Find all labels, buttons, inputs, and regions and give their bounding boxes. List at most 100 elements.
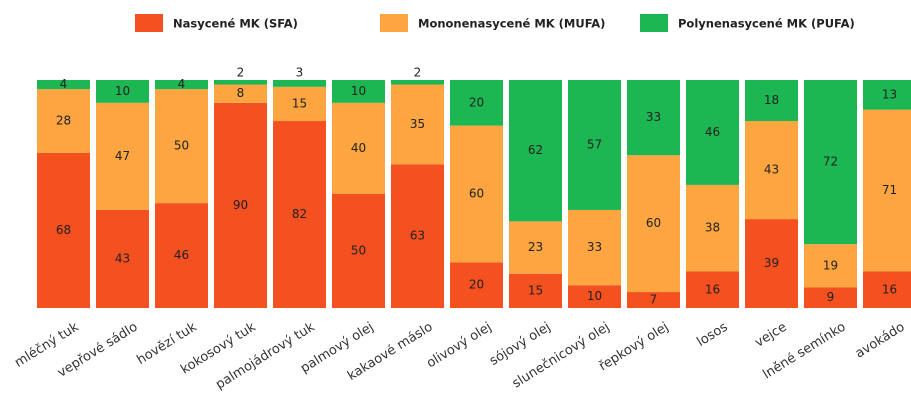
value-label: 33 [587,240,602,254]
bar-segment [96,102,149,210]
bar-segment [745,219,798,308]
value-label: 4 [178,77,186,91]
bar-segment [155,80,208,90]
value-label: 33 [646,110,661,124]
bar-segment [155,89,208,204]
value-label: 71 [882,183,897,197]
value-label: 15 [528,283,543,297]
value-label: 10 [351,84,366,98]
bar-segment [214,80,267,85]
bar-segment [568,285,621,308]
bar-segment [37,89,90,153]
x-tick-label: slunečnicový olej [510,320,613,392]
value-label: 63 [410,229,425,243]
value-label: 39 [764,256,779,270]
value-label: 23 [528,240,543,254]
value-label: 50 [351,244,366,258]
value-label: 4 [60,77,68,91]
bar-segment [332,80,385,103]
bar-segment [391,84,444,165]
legend-swatch [640,14,668,32]
bar-segment [686,80,739,185]
bar-segment [450,125,503,263]
value-label: 47 [115,149,130,163]
bar-segment [686,184,739,272]
value-label: 46 [705,125,720,139]
bar-segment [627,292,680,308]
value-label: 20 [469,278,484,292]
bar-segment [509,273,562,308]
bar-segment [37,152,90,308]
bar-segment [804,287,857,308]
bar-segment [627,155,680,293]
value-label: 3 [296,66,304,80]
bar-segment [332,194,385,308]
bar-segment [863,271,911,308]
bar-segment [450,80,503,126]
value-label: 16 [882,282,897,296]
value-label: 7 [650,293,658,307]
value-label: 46 [174,248,189,262]
legend-swatch [135,14,163,32]
legend-label: Mononenasycené MK (MUFA) [418,17,605,31]
bar-segment [863,109,911,272]
bar-segment [509,80,562,222]
value-label: 50 [174,139,189,153]
bar-segment [450,262,503,308]
value-label: 38 [705,221,720,235]
bar-segment [568,209,621,286]
value-label: 18 [764,93,779,107]
bar-segment [804,80,857,245]
value-label: 2 [414,66,422,80]
legend-swatch [380,14,408,32]
value-label: 10 [587,289,602,303]
bar-segment [273,86,326,122]
value-label: 57 [587,137,602,151]
value-label: 28 [56,114,71,128]
bar-segment [273,121,326,308]
x-tick-label: palmojádrový tuk [213,319,318,392]
bar-segment [804,244,857,288]
bar-segment [391,80,444,85]
legend-label: Polynenasycené MK (PUFA) [678,17,855,31]
bar-segment [37,80,90,90]
value-label: 19 [823,258,838,272]
value-label: 16 [705,282,720,296]
bar-segment [332,102,385,194]
value-label: 72 [823,155,838,169]
bar-segment [214,84,267,103]
value-label: 90 [233,198,248,212]
value-label: 8 [237,86,245,100]
value-label: 43 [764,163,779,177]
bar-segment [863,80,911,110]
value-label: 2 [237,66,245,80]
bar-segment [214,102,267,308]
bar-segment [155,203,208,308]
value-label: 13 [882,87,897,101]
value-label: 82 [292,207,307,221]
bar-segment [96,80,149,103]
value-label: 20 [469,95,484,109]
value-label: 68 [56,223,71,237]
value-label: 10 [115,84,130,98]
value-label: 60 [469,187,484,201]
value-label: 43 [115,251,130,265]
value-label: 35 [410,117,425,131]
bar-segment [627,80,680,156]
bar-segment [96,209,149,308]
bar-segment [568,80,621,210]
bar-segment [745,121,798,220]
x-tick-label: olivový olej [424,320,494,372]
value-label: 40 [351,141,366,155]
x-tick-label: avokádo [853,320,908,362]
x-tick-label: losos [694,320,730,350]
bar-segment [509,221,562,274]
x-tick-label: vejce [752,320,789,351]
bar-segment [686,271,739,308]
value-label: 62 [528,143,543,157]
value-label: 60 [646,216,661,230]
bar-segment [273,80,326,87]
legend-label: Nasycené MK (SFA) [173,17,298,31]
value-label: 15 [292,96,307,110]
